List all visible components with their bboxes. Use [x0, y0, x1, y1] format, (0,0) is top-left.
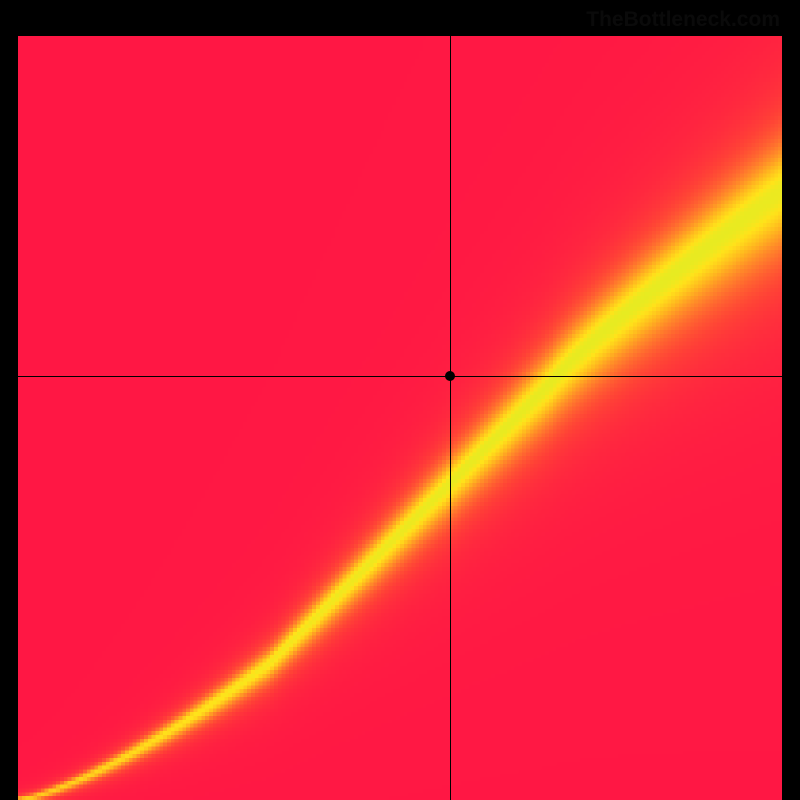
watermark-text: TheBottleneck.com	[586, 8, 780, 32]
heatmap-canvas	[18, 36, 782, 800]
heatmap-plot	[18, 36, 782, 800]
